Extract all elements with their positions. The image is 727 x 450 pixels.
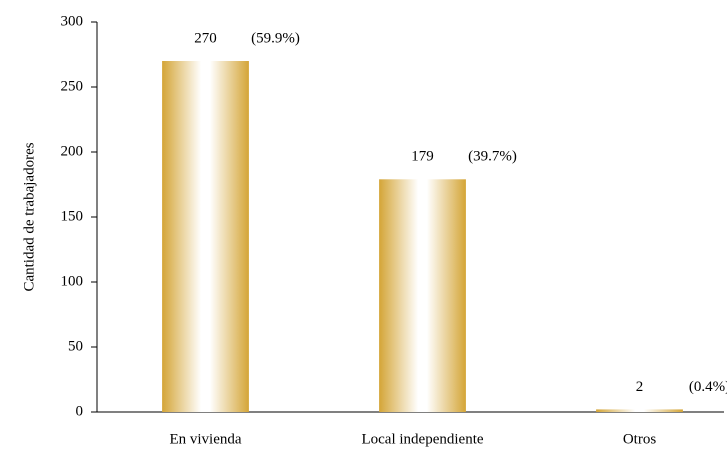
y-axis-title: Cantidad de trabajadores xyxy=(21,142,37,291)
percent-label: (0.4%) xyxy=(689,379,727,395)
bar xyxy=(596,409,683,412)
x-tick-label: En vivienda xyxy=(169,431,241,447)
y-tick-label: 150 xyxy=(61,208,84,224)
percent-label: (59.9%) xyxy=(251,30,300,46)
y-tick-label: 200 xyxy=(61,143,84,159)
y-tick-label: 0 xyxy=(76,403,84,419)
y-tick-label: 250 xyxy=(61,78,84,94)
bar xyxy=(379,179,466,412)
y-tick-label: 50 xyxy=(68,338,83,354)
y-tick-label: 300 xyxy=(61,13,84,29)
x-tick-label: Otros xyxy=(623,431,656,447)
value-label: 2 xyxy=(636,379,644,395)
y-tick-label: 100 xyxy=(61,273,84,289)
percent-label: (39.7%) xyxy=(468,149,517,165)
x-tick-label: Local independiente xyxy=(361,431,483,447)
value-label: 179 xyxy=(411,149,434,165)
bar xyxy=(162,61,249,412)
value-label: 270 xyxy=(194,30,217,46)
